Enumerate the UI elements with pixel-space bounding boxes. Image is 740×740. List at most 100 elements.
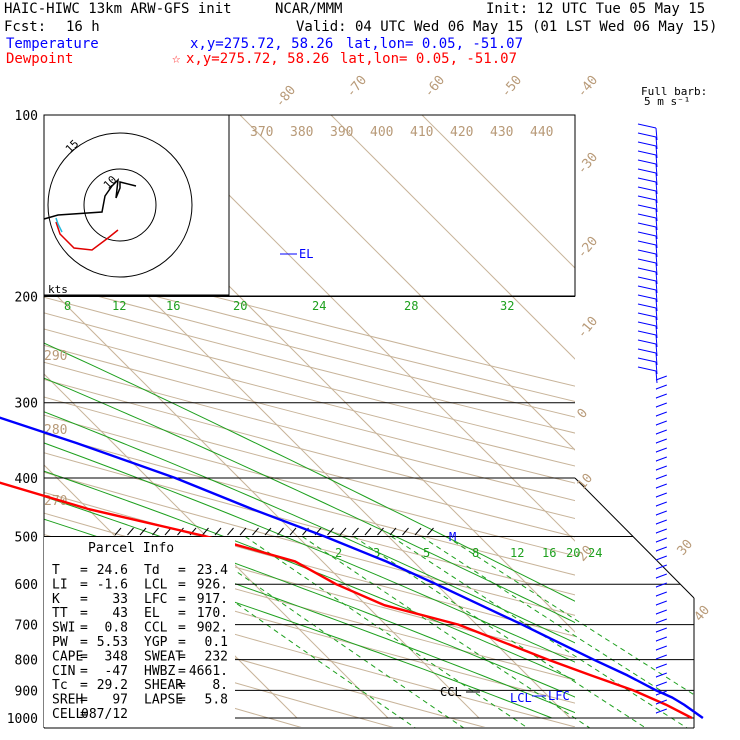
parcel-cell: = [178,649,186,664]
wind-barb-flag [637,303,657,309]
isotherm-label: -70 [344,73,371,101]
isotherm-line [421,115,575,269]
parcel-cell: CCL [144,621,168,636]
hodograph-inner-ring [83,168,157,242]
dewpoint-curve [0,481,693,720]
hatch-mark [227,527,234,536]
wind-barb-staff [655,325,658,339]
wind-barb-staff [655,316,658,330]
mixing-ratio-label: 16 [542,546,556,560]
parcel-cell: = [80,577,88,592]
pressure-label: 300 [15,397,38,412]
wind-barbs [637,123,667,714]
wind-barb-flag [655,429,667,435]
wind-barb-flag [655,690,667,696]
parcel-cell: HWBZ [144,664,175,679]
hodograph-trace-cyan [55,217,63,233]
dry-adiabat-line [44,266,575,402]
wind-barb-staff [655,235,658,249]
dry-adiabat-line [44,281,575,418]
wind-barb-staff [655,253,658,267]
wind-barb-staff [655,262,658,276]
wind-barb-flag [637,213,657,219]
parcel-cell: 29.2 [97,678,128,693]
parcel-cell: = [80,606,88,621]
isotherm-label: -80 [273,83,300,111]
wind-barb-flag [655,555,667,561]
wind-barb-flag [637,321,657,327]
wind-barb-flag [655,384,667,390]
dry-adiabat-line [44,512,575,659]
moist-adiabat-label: 32 [500,299,514,313]
wind-barb-staff [655,361,658,375]
wind-barb-flag [637,132,657,138]
pressure-label: 200 [15,291,38,306]
hatch-mark [402,527,409,536]
parcel-cell: 97 [112,693,128,708]
wind-barb-flag [655,672,667,678]
parcel-cell: 917. [197,592,228,607]
wind-barb-flag [637,249,657,255]
isotherm-label: -40 [575,73,602,101]
wind-barb-flag [637,222,657,228]
valid-time: Valid: 04 UTC Wed 06 May 15 (01 LST Wed … [296,19,717,35]
hatch-mark [352,527,359,536]
parcel-info-box: Parcel Info T = 24.6 Td = 23.4 LI = -1.6 LCL = 926.… [44,537,235,727]
pressure-label: 600 [15,578,38,593]
pressure-label: 900 [15,684,38,699]
parcel-cell: 087/12 [81,707,128,722]
parcel-info-title: Parcel Info [88,541,174,556]
hodograph-frame [43,114,230,296]
isotherm-label: 10 [575,471,597,493]
wind-barb-flag [637,312,657,318]
wind-barb-flag [637,357,657,363]
parcel-cell: = [178,664,186,679]
theta-label: 410 [410,125,433,140]
parcel-cell: LFC [144,592,167,607]
wind-barb-flag [655,699,667,705]
hatch-mark [127,527,134,536]
hatch-mark [252,527,259,536]
fcst-label: Fcst: [4,19,46,35]
wind-barb-staff [655,289,658,303]
temperature-latlon: lat,lon= 0.05, -51.07 [346,36,523,52]
parcel-cell: LI [52,577,68,592]
wind-barb-flag [655,492,667,498]
dry-adiabat-line [44,251,575,387]
parcel-cell: CELL [52,707,83,722]
fcst-value: 16 h [66,19,100,35]
wind-barb-flag [655,609,667,615]
theta-label: 370 [250,125,273,140]
parcel-cell: PW [52,635,68,650]
parcel-cell: 24.6 [97,563,128,578]
parcel-cell: = [178,577,186,592]
parcel-cell: 43 [112,606,128,621]
parcel-cell: = [80,635,88,650]
hatch-mark [152,527,159,536]
isotherm-line [239,115,575,451]
wind-barb-staff [655,370,658,384]
parcel-cell: 232 [205,649,228,664]
hatch-mark [339,527,347,536]
theta-label: 380 [290,125,313,140]
wind-barb-staff [655,334,658,348]
org-label: NCAR/MMM [275,1,342,17]
parcel-cell: = [178,621,186,636]
wind-barb-flag [655,375,667,381]
parcel-cell: = [80,563,88,578]
theta-label: 390 [330,125,353,140]
hatch-mark [264,527,272,536]
hatch-mark [364,527,372,536]
wind-barb-staff [655,127,658,141]
wind-barb-flag [637,294,657,300]
dewpoint-xy: x,y=275.72, 58.26 [186,51,329,67]
theta-label-left: 290 [44,349,67,364]
wind-barb-staff [655,190,658,204]
parcel-cell: LCL [144,577,168,592]
wind-barb-flag [637,267,657,273]
isotherm-label: -20 [575,234,602,262]
wind-barb-flag [655,438,667,444]
moist-adiabat-label: 24 [312,299,326,313]
parcel-cell: CAPE [52,649,83,664]
